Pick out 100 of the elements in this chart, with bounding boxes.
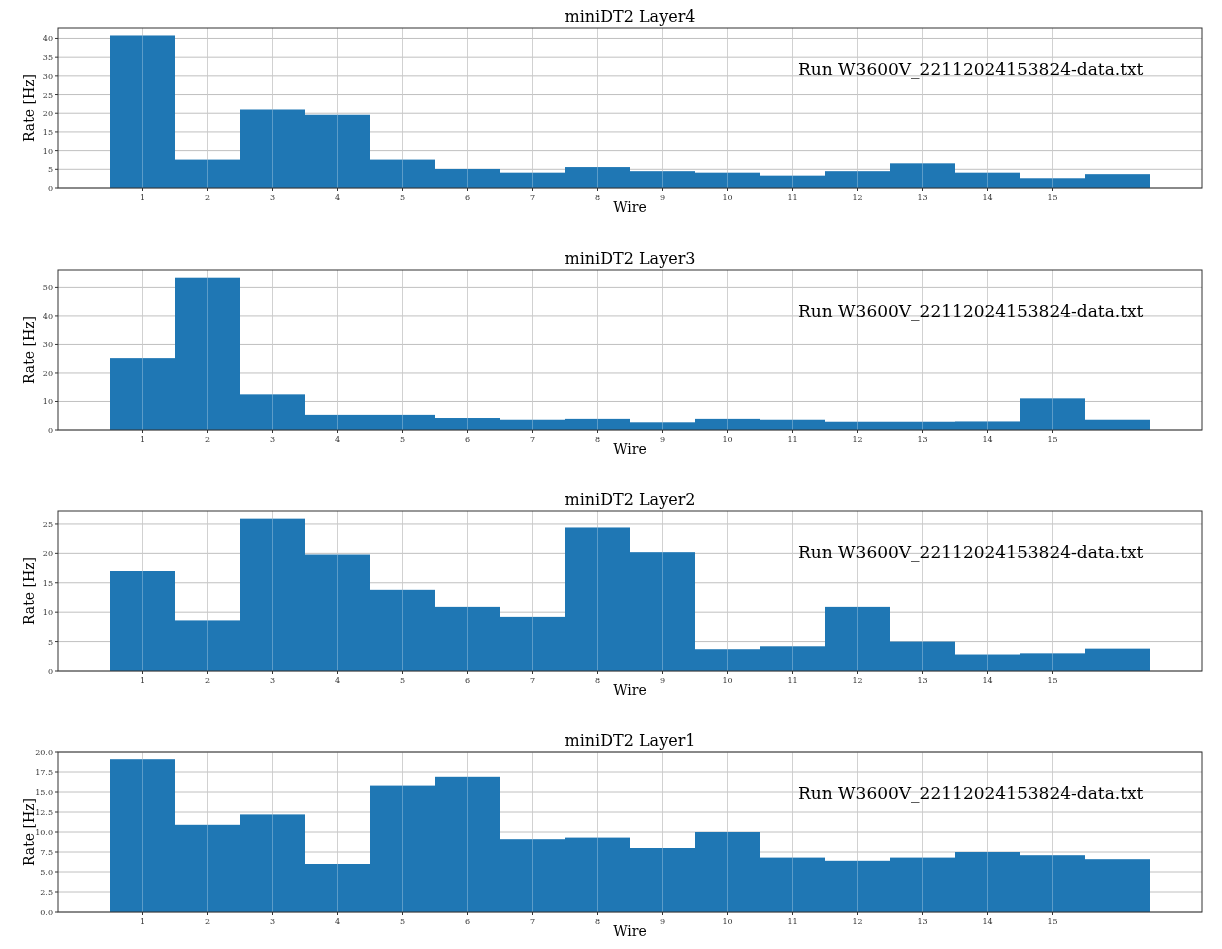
y-tick-label: 12.5: [35, 808, 53, 817]
x-tick-label: 9: [659, 676, 666, 685]
x-tick-label: 6: [464, 917, 471, 926]
y-tick-label: 15.0: [35, 788, 53, 797]
y-tick-label: 20.0: [35, 748, 53, 757]
x-tick-label: 8: [594, 676, 601, 685]
x-tick-label: 13: [917, 193, 928, 202]
x-tick-label: 7: [529, 193, 536, 202]
x-tick-label: 2: [204, 676, 211, 685]
y-tick-label: 17.5: [35, 768, 53, 777]
x-tick-label: 10: [722, 676, 733, 685]
y-tick-label: 15: [42, 578, 53, 588]
annotation: Run W3600V_22112024153824-data.txt: [798, 783, 1144, 803]
x-tick-label: 5: [399, 917, 406, 926]
y-tick-label: 20: [42, 549, 53, 559]
x-tick-label: 14: [982, 917, 993, 926]
x-tick-label: 4: [334, 435, 341, 444]
x-tick-label: 3: [269, 193, 276, 202]
x-tick-label: 15: [1047, 193, 1058, 202]
x-tick-label: 2: [204, 917, 211, 926]
x-tick-label: 2: [204, 193, 211, 202]
x-tick-label: 15: [1047, 917, 1058, 926]
x-tick-label: 7: [529, 676, 536, 685]
y-tick-label: 5: [47, 637, 53, 647]
y-tick-label: 25: [42, 519, 53, 529]
y-tick-label: 10: [42, 397, 53, 407]
chart-title: miniDT2 Layer3: [564, 249, 696, 268]
x-tick-label: 3: [269, 435, 276, 444]
x-tick-label: 13: [917, 435, 928, 444]
x-tick-label: 7: [529, 917, 536, 926]
chart-title: miniDT2 Layer2: [564, 490, 696, 509]
x-tick-label: 2: [204, 435, 211, 444]
x-tick-label: 8: [594, 193, 601, 202]
x-axis-title: Wire: [613, 199, 647, 215]
x-tick-label: 4: [334, 917, 341, 926]
y-tick-label: 15: [42, 127, 53, 137]
x-tick-label: 5: [399, 193, 406, 202]
x-tick-label: 11: [787, 676, 798, 685]
x-tick-label: 15: [1047, 435, 1058, 444]
chart-title: miniDT2 Layer4: [564, 7, 696, 26]
x-tick-label: 8: [594, 917, 601, 926]
x-tick-label: 12: [852, 193, 863, 202]
x-tick-label: 10: [722, 435, 733, 444]
y-tick-label: 50: [42, 283, 53, 293]
x-tick-label: 13: [917, 917, 928, 926]
y-tick-label: 5.0: [40, 868, 53, 877]
x-tick-label: 5: [399, 435, 406, 444]
y-tick-label: 40: [42, 311, 53, 321]
y-tick-label: 25: [42, 90, 53, 100]
x-tick-label: 10: [722, 193, 733, 202]
x-tick-label: 4: [334, 193, 341, 202]
x-tick-label: 4: [334, 676, 341, 685]
y-tick-label: 10: [42, 608, 53, 618]
x-tick-label: 1: [139, 917, 146, 926]
x-tick-label: 15: [1047, 676, 1058, 685]
x-tick-label: 9: [659, 917, 666, 926]
x-tick-label: 12: [852, 676, 863, 685]
x-tick-label: 6: [464, 435, 471, 444]
y-axis-title: Rate [Hz]: [21, 556, 37, 626]
y-tick-label: 30: [42, 340, 53, 350]
chart-title: miniDT2 Layer1: [564, 731, 696, 750]
x-tick-label: 7: [529, 435, 536, 444]
y-tick-label: 5: [47, 165, 53, 175]
y-axis-title: Rate [Hz]: [21, 315, 37, 385]
x-axis-title: Wire: [613, 682, 647, 698]
x-axis-title: Wire: [613, 441, 647, 457]
y-axis-title: Rate [Hz]: [21, 73, 37, 143]
x-tick-label: 14: [982, 193, 993, 202]
annotation: Run W3600V_22112024153824-data.txt: [798, 59, 1144, 79]
y-tick-label: 20: [42, 109, 53, 119]
y-tick-label: 0.0: [40, 908, 53, 917]
x-tick-label: 10: [722, 917, 733, 926]
x-axis-title: Wire: [613, 923, 647, 939]
y-tick-label: 20: [42, 368, 53, 378]
x-tick-label: 5: [399, 676, 406, 685]
x-tick-label: 14: [982, 676, 993, 685]
y-tick-label: 10: [42, 146, 53, 156]
x-tick-label: 12: [852, 435, 863, 444]
annotation: Run W3600V_22112024153824-data.txt: [798, 301, 1144, 321]
x-tick-label: 3: [269, 917, 276, 926]
x-tick-label: 11: [787, 917, 798, 926]
x-tick-label: 1: [139, 193, 146, 202]
y-tick-label: 0: [47, 184, 53, 193]
y-tick-label: 35: [42, 53, 53, 63]
x-tick-label: 1: [139, 676, 146, 685]
x-tick-label: 12: [852, 917, 863, 926]
y-tick-label: 2.5: [40, 888, 53, 897]
y-tick-label: 0: [47, 426, 53, 435]
x-tick-label: 6: [464, 676, 471, 685]
x-tick-label: 11: [787, 435, 798, 444]
y-tick-label: 10.0: [35, 828, 53, 837]
y-tick-label: 30: [42, 71, 53, 81]
x-tick-label: 6: [464, 193, 471, 202]
y-axis-title: Rate [Hz]: [21, 797, 37, 867]
annotation: Run W3600V_22112024153824-data.txt: [798, 542, 1144, 562]
x-tick-label: 14: [982, 435, 993, 444]
x-tick-label: 3: [269, 676, 276, 685]
x-tick-label: 9: [659, 435, 666, 444]
x-tick-label: 8: [594, 435, 601, 444]
x-tick-label: 13: [917, 676, 928, 685]
